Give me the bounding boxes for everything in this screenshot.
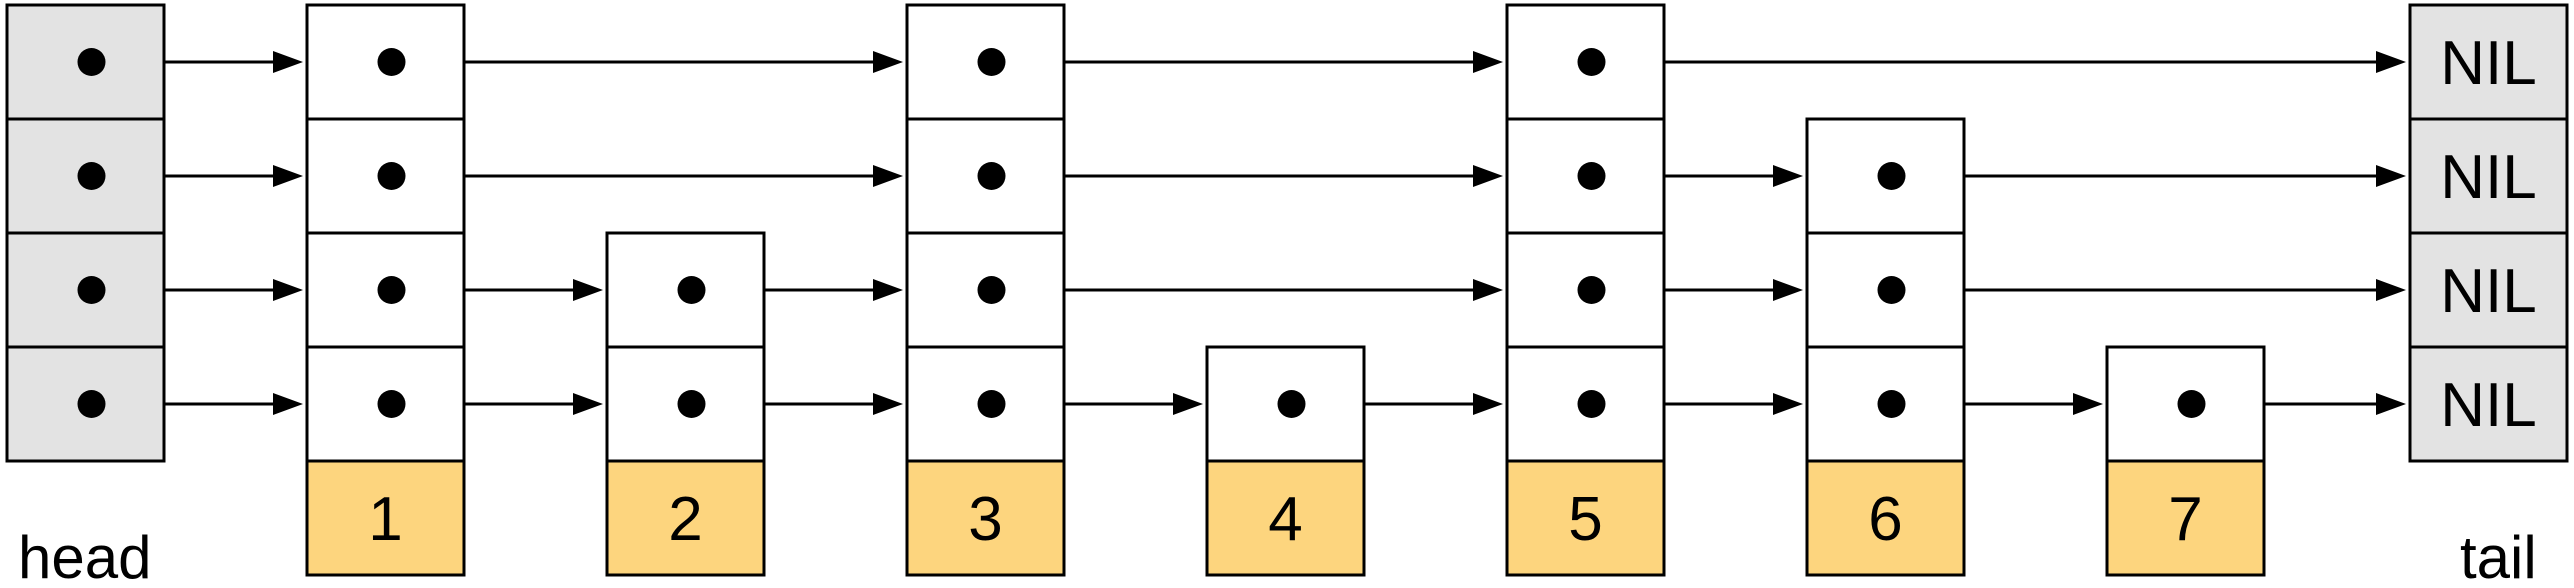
node-3-pointer-dot-level-4	[978, 48, 1006, 76]
node-key-label: 2	[668, 485, 702, 554]
head-pointer-dot-level-1	[78, 390, 106, 418]
node-2-arrowhead-level-1	[873, 393, 903, 415]
head-arrowhead-level-4	[273, 51, 303, 73]
node-6-arrowhead-level-2	[2376, 279, 2406, 301]
node-5-pointer-dot-level-3	[1578, 162, 1606, 190]
node-1-arrowhead-level-4	[873, 51, 903, 73]
node-5-arrowhead-level-3	[1773, 165, 1803, 187]
nil-label: NIL	[2440, 257, 2536, 326]
head-label: head	[18, 524, 151, 588]
node-5-arrowhead-level-2	[1773, 279, 1803, 301]
tail-label: tail	[2460, 524, 2537, 588]
node-1-pointer-dot-level-1	[378, 390, 406, 418]
node-key-label: 4	[1268, 485, 1302, 554]
node-5-arrowhead-level-4	[2376, 51, 2406, 73]
node-6-pointer-dot-level-3	[1878, 162, 1906, 190]
node-5-pointer-dot-level-2	[1578, 276, 1606, 304]
node-2-arrowhead-level-2	[873, 279, 903, 301]
node-key-label: 1	[368, 485, 402, 554]
node-3-pointer-dot-level-1	[978, 390, 1006, 418]
node-6-arrowhead-level-3	[2376, 165, 2406, 187]
node-3-arrowhead-level-1	[1173, 393, 1203, 415]
head-arrowhead-level-2	[273, 279, 303, 301]
head-pointer-dot-level-2	[78, 276, 106, 304]
node-5-pointer-dot-level-1	[1578, 390, 1606, 418]
node-3-arrowhead-level-3	[1473, 165, 1503, 187]
nil-label: NIL	[2440, 143, 2536, 212]
node-1-arrowhead-level-1	[573, 393, 603, 415]
node-7-pointer-dot-level-1	[2178, 390, 2206, 418]
node-2-pointer-dot-level-1	[678, 390, 706, 418]
node-key-label: 6	[1868, 485, 1902, 554]
head-pointer-dot-level-4	[78, 48, 106, 76]
node-3-arrowhead-level-2	[1473, 279, 1503, 301]
node-6-pointer-dot-level-2	[1878, 276, 1906, 304]
node-3-pointer-dot-level-2	[978, 276, 1006, 304]
node-key-label: 3	[968, 485, 1002, 554]
node-1-arrowhead-level-3	[873, 165, 903, 187]
node-5-arrowhead-level-1	[1773, 393, 1803, 415]
node-1-pointer-dot-level-3	[378, 162, 406, 190]
head-arrowhead-level-1	[273, 393, 303, 415]
nil-label: NIL	[2440, 371, 2536, 440]
node-4-pointer-dot-level-1	[1278, 390, 1306, 418]
node-1-arrowhead-level-2	[573, 279, 603, 301]
node-4-arrowhead-level-1	[1473, 393, 1503, 415]
node-1-pointer-dot-level-2	[378, 276, 406, 304]
node-1-pointer-dot-level-4	[378, 48, 406, 76]
head-pointer-dot-level-3	[78, 162, 106, 190]
node-key-label: 7	[2168, 485, 2202, 554]
node-7-arrowhead-level-1	[2376, 393, 2406, 415]
node-2-pointer-dot-level-2	[678, 276, 706, 304]
node-3-arrowhead-level-4	[1473, 51, 1503, 73]
node-5-pointer-dot-level-4	[1578, 48, 1606, 76]
head-arrowhead-level-3	[273, 165, 303, 187]
node-6-arrowhead-level-1	[2073, 393, 2103, 415]
nil-label: NIL	[2440, 29, 2536, 98]
node-6-pointer-dot-level-1	[1878, 390, 1906, 418]
node-key-label: 5	[1568, 485, 1602, 554]
node-3-pointer-dot-level-3	[978, 162, 1006, 190]
